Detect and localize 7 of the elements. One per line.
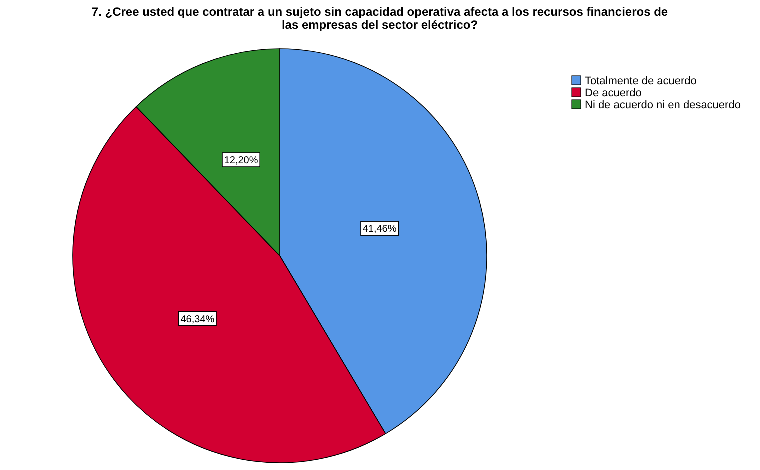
chart-title: 7. ¿Cree usted que contratar a un sujeto sin capacidad operativa afecta a los recursos financieros de las empresas del sector eléctrico? <box>92 5 668 32</box>
legend-label: Totalmente de acuerdo <box>585 76 697 88</box>
legend-label: Ni de acuerdo ni en desacuerdo <box>585 100 741 112</box>
data-label: 41,46% <box>362 224 397 236</box>
legend-label: De acuerdo <box>585 88 642 100</box>
data-label: 12,20% <box>224 156 258 167</box>
data-label: 46,34% <box>180 314 215 326</box>
